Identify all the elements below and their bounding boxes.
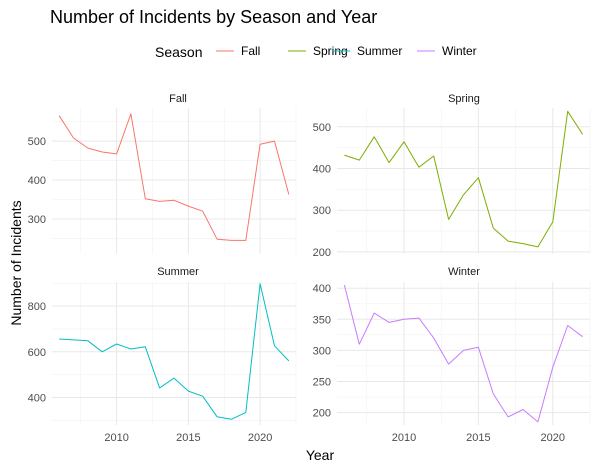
y-tick-label-spring: 200	[313, 247, 331, 259]
x-tick-label-summer: 2010	[104, 432, 128, 444]
y-tick-label-fall: 500	[28, 136, 46, 148]
y-tick-label-winter: 300	[313, 345, 331, 357]
y-tick-label-spring: 400	[313, 163, 331, 175]
gridlines-spring	[337, 108, 591, 254]
gridlines-winter	[337, 282, 591, 425]
legend: Season Fall Spring Summer Winter	[155, 44, 477, 60]
legend-item-summer: Summer	[332, 44, 402, 58]
legend-item-winter: Winter	[417, 44, 477, 58]
legend-label-summer: Summer	[357, 44, 402, 58]
panel-fall: Fall 300 400 500	[28, 93, 297, 254]
legend-label-fall: Fall	[241, 44, 260, 58]
x-axis-label: Year	[306, 447, 335, 463]
series-line-winter	[343, 284, 583, 423]
series-line-spring	[344, 110, 584, 248]
panel-title-summer: Summer	[157, 266, 199, 278]
y-tick-label-winter: 400	[313, 283, 331, 295]
panel-title-spring: Spring	[448, 93, 480, 105]
chart-title: Number of Incidents by Season and Year	[50, 7, 377, 27]
y-tick-label-fall: 400	[28, 175, 46, 187]
y-tick-label-spring: 500	[313, 122, 331, 134]
gridlines-fall	[52, 108, 297, 254]
y-tick-label-winter: 350	[313, 314, 331, 326]
x-tick-label-winter: 2010	[392, 432, 416, 444]
series-line-fall	[58, 113, 290, 241]
y-tick-label-winter: 250	[313, 376, 331, 388]
x-tick-label-summer: 2015	[176, 432, 200, 444]
y-tick-label-summer: 400	[28, 393, 46, 405]
y-tick-label-summer: 600	[28, 347, 46, 359]
legend-label-winter: Winter	[442, 44, 477, 58]
y-axis-label: Number of Incidents	[8, 200, 24, 325]
series-line-summer	[59, 283, 290, 420]
panel-summer: Summer 400 600 800 2010 2015 2020	[28, 266, 297, 444]
y-tick-label-spring: 300	[313, 205, 331, 217]
y-tick-label-winter: 200	[313, 408, 331, 420]
y-tick-label-fall: 300	[28, 214, 46, 226]
gridlines-summer	[52, 282, 297, 425]
panel-spring: Spring 200 300 400 500	[313, 93, 591, 259]
panel-title-winter: Winter	[448, 266, 480, 278]
x-tick-label-winter: 2020	[541, 432, 565, 444]
legend-item-fall: Fall	[216, 44, 260, 58]
panel-winter: Winter 200 250 300 350 400 2010 2015 2020	[313, 266, 591, 444]
y-tick-label-summer: 800	[28, 301, 46, 313]
legend-title: Season	[155, 44, 202, 60]
legend-item-spring: Spring	[288, 44, 348, 58]
x-tick-label-winter: 2015	[466, 432, 490, 444]
panel-title-fall: Fall	[169, 93, 187, 105]
x-tick-label-summer: 2020	[248, 432, 272, 444]
legend-label-spring: Spring	[313, 44, 348, 58]
